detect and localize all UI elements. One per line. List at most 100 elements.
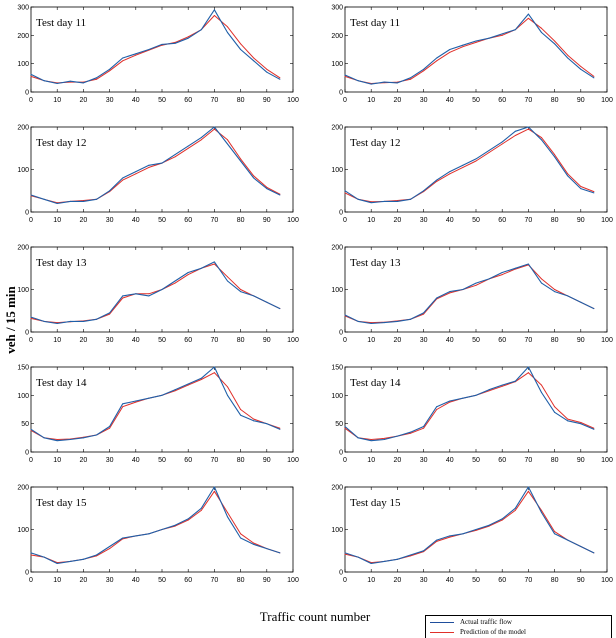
subplot-8: 0 10 20 30 40 50 60 70 80 90 100 0 50 100 150 Test day … <box>331 365 613 465</box>
x-tick-label: 20 <box>394 457 402 464</box>
data-point-actual <box>580 68 582 70</box>
data-point-prediction <box>514 135 516 136</box>
data-point-actual <box>554 291 556 293</box>
y-tick-label: 200 <box>331 245 343 252</box>
y-tick-label: 100 <box>17 527 29 534</box>
x-tick-label: 30 <box>420 217 428 224</box>
subplot-3: 0 10 20 30 40 50 60 70 80 90 100 0 100 200 Test day 12 <box>17 125 299 225</box>
data-point-prediction <box>227 139 228 141</box>
data-point-actual <box>135 53 137 55</box>
data-point-actual <box>580 546 582 547</box>
data-point-actual <box>240 49 242 50</box>
data-point-prediction <box>580 422 582 424</box>
x-tick-label: 90 <box>577 577 585 584</box>
data-point-actual <box>213 126 215 128</box>
data-point-prediction <box>187 384 189 386</box>
data-point-actual <box>30 428 32 430</box>
data-point-prediction <box>593 75 595 77</box>
data-point-prediction <box>488 390 490 392</box>
data-point-prediction <box>370 322 372 324</box>
data-point-prediction <box>449 536 451 538</box>
data-point-actual <box>135 400 137 402</box>
data-point-actual <box>227 143 228 145</box>
data-point-prediction <box>436 60 438 62</box>
data-point-prediction <box>240 43 242 45</box>
data-point-actual <box>396 558 398 560</box>
data-point-prediction <box>396 200 398 202</box>
x-tick-label: 30 <box>420 97 428 104</box>
data-point-prediction <box>554 406 556 408</box>
data-point-actual <box>541 392 542 393</box>
data-point-actual <box>462 397 464 399</box>
data-point-actual <box>266 423 268 425</box>
y-tick-label: 200 <box>331 485 343 492</box>
x-tick-label: 10 <box>367 337 375 344</box>
x-tick-label: 90 <box>577 97 585 104</box>
data-point-actual <box>475 394 477 396</box>
data-point-actual <box>187 37 189 39</box>
data-point-prediction <box>462 166 464 168</box>
x-tick-label: 60 <box>498 97 506 104</box>
data-point-prediction <box>109 548 111 550</box>
data-point-actual <box>187 272 189 273</box>
data-point-prediction <box>527 17 529 19</box>
data-point-prediction <box>436 180 438 182</box>
data-point-prediction <box>213 15 215 16</box>
data-point-prediction <box>200 139 202 141</box>
subplot-10: 0 10 20 30 40 50 60 70 80 90 100 0 100 200 Test day 15 <box>331 485 613 585</box>
y-tick-label: 200 <box>331 33 343 40</box>
data-point-actual <box>488 37 490 39</box>
x-tick-label: 20 <box>394 337 402 344</box>
data-point-actual <box>122 537 124 539</box>
subplot-title: Test day 13 <box>350 257 401 269</box>
data-point-actual <box>148 295 150 297</box>
data-point-prediction <box>554 289 556 290</box>
data-point-actual <box>43 437 45 439</box>
data-point-actual <box>279 308 281 310</box>
data-point-prediction <box>475 41 477 43</box>
data-point-actual <box>567 539 569 541</box>
data-point-actual <box>423 190 425 192</box>
x-tick-label: 30 <box>420 577 428 584</box>
data-point-actual <box>227 32 228 33</box>
data-point-actual <box>423 68 425 70</box>
x-tick-label: 20 <box>394 577 402 584</box>
data-point-prediction <box>527 128 529 130</box>
x-tick-label: 80 <box>237 337 245 344</box>
data-point-actual <box>266 301 268 303</box>
legend-swatch-actual <box>430 621 454 623</box>
y-tick-label: 0 <box>25 330 29 337</box>
data-point-actual <box>488 389 490 391</box>
x-tick-label: 50 <box>158 457 166 464</box>
data-point-actual <box>514 507 516 509</box>
data-point-prediction <box>475 160 477 162</box>
data-point-actual <box>82 200 84 202</box>
y-tick-label: 50 <box>335 421 343 428</box>
x-tick-label: 50 <box>158 97 166 104</box>
data-point-prediction <box>593 191 595 193</box>
data-point-actual <box>279 194 281 196</box>
x-tick-label: 70 <box>525 457 533 464</box>
data-point-actual <box>514 380 516 382</box>
data-point-prediction <box>135 54 137 56</box>
x-tick-label: 0 <box>343 217 347 224</box>
subplot-title: Test day 13 <box>36 257 87 269</box>
data-point-prediction <box>200 509 202 511</box>
data-point-actual <box>161 394 163 396</box>
data-point-actual <box>488 149 490 151</box>
data-point-actual <box>593 428 595 430</box>
data-point-prediction <box>279 427 281 429</box>
data-point-actual <box>370 563 372 564</box>
y-tick-label: 0 <box>25 90 29 97</box>
data-point-actual <box>69 80 71 82</box>
data-point-actual <box>69 560 71 562</box>
legend-item-prediction: Prediction of the model <box>430 628 526 638</box>
data-point-prediction <box>541 509 542 511</box>
data-point-prediction <box>213 372 215 374</box>
x-tick-label: 80 <box>237 217 245 224</box>
data-point-prediction <box>82 200 84 202</box>
data-point-actual <box>370 440 372 442</box>
data-point-actual <box>462 44 464 46</box>
x-tick-label: 30 <box>106 217 114 224</box>
x-tick-label: 70 <box>211 97 219 104</box>
